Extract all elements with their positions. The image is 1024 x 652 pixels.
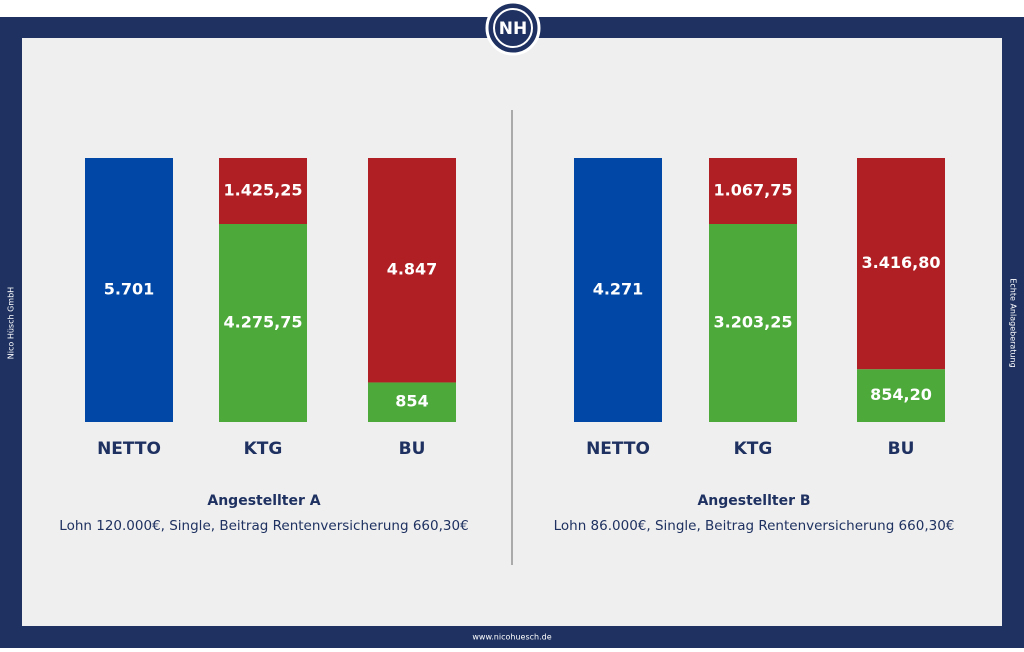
bar-segment xyxy=(709,224,797,422)
bar-segment xyxy=(368,382,456,422)
bar-segment xyxy=(709,158,797,224)
x-tick-label: KTG xyxy=(734,439,773,459)
side-text: Nico Hüsch GmbH xyxy=(7,287,16,359)
bar-segment xyxy=(219,158,307,224)
x-tick-label: NETTO xyxy=(97,439,161,459)
data-label: 4.271 xyxy=(593,280,644,299)
chart-subtitle: Lohn 120.000€, Single, Beitrag Rentenver… xyxy=(59,518,468,534)
bar-segment xyxy=(85,158,173,422)
data-label: 5.701 xyxy=(104,280,155,299)
x-tick-label: KTG xyxy=(244,439,283,459)
chart-title: Angestellter B xyxy=(697,493,810,509)
logo-ring xyxy=(493,8,533,48)
bar-segment xyxy=(574,158,662,422)
chart-subtitle: Lohn 86.000€, Single, Beitrag Rentenvers… xyxy=(554,518,955,534)
footer: www.nicohuesch.de xyxy=(472,633,551,642)
data-label: 1.425,25 xyxy=(224,181,303,200)
data-label: 854,20 xyxy=(870,385,932,404)
data-label: 4.275,75 xyxy=(224,313,303,332)
data-label: 1.067,75 xyxy=(714,181,793,200)
x-tick-label: BU xyxy=(399,439,426,459)
data-label: 4.847 xyxy=(387,260,438,279)
side-text: Echte Anlageberatung xyxy=(1009,278,1018,367)
data-label: 854 xyxy=(395,392,428,411)
data-label: 3.203,25 xyxy=(714,313,793,332)
logo-text: NH xyxy=(499,19,527,39)
chart-title: Angestellter A xyxy=(207,493,320,509)
data-label: 3.416,80 xyxy=(862,253,941,272)
bar-segment xyxy=(857,369,945,422)
bar-segment xyxy=(857,158,945,370)
x-tick-label: BU xyxy=(888,439,915,459)
bar-segment xyxy=(368,158,456,383)
bar-segment xyxy=(219,224,307,422)
x-tick-label: NETTO xyxy=(586,439,650,459)
